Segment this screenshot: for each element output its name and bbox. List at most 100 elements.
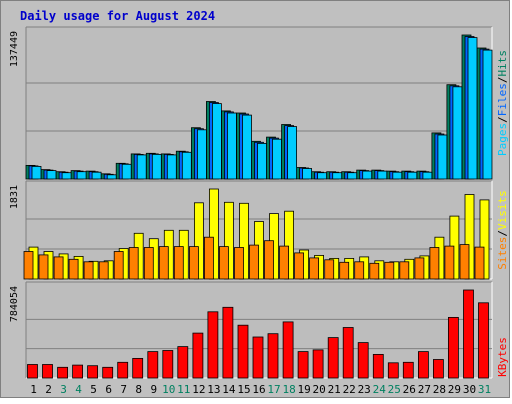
bar-pages-day-26 bbox=[407, 171, 418, 180]
bar-sites-day-9 bbox=[143, 247, 154, 280]
bar-sites-day-1 bbox=[23, 251, 34, 280]
day-label-21: 21 bbox=[328, 383, 341, 396]
bar-pages-day-30 bbox=[467, 37, 478, 180]
day-label-25: 25 bbox=[388, 383, 401, 396]
day-label-3: 3 bbox=[60, 383, 67, 396]
bar-sites-day-2 bbox=[38, 254, 49, 280]
bar-pages-day-10 bbox=[166, 154, 177, 180]
day-label-20: 20 bbox=[312, 383, 325, 396]
legend-top: Pages/Files/Hits bbox=[496, 50, 509, 156]
day-label-4: 4 bbox=[75, 383, 82, 396]
day-label-31: 31 bbox=[478, 383, 491, 396]
bar-pages-day-7 bbox=[121, 163, 132, 180]
bar-kbytes-day-5 bbox=[87, 365, 98, 379]
day-label-22: 22 bbox=[343, 383, 356, 396]
bar-pages-day-20 bbox=[317, 172, 328, 180]
max-label-bottom: 784054 bbox=[9, 286, 20, 322]
day-label-18: 18 bbox=[282, 383, 295, 396]
bar-kbytes-day-6 bbox=[102, 366, 114, 379]
day-label-16: 16 bbox=[252, 383, 265, 396]
bar-sites-day-22 bbox=[339, 261, 350, 280]
day-label-9: 9 bbox=[150, 383, 157, 396]
bar-kbytes-day-27 bbox=[417, 351, 429, 379]
bar-sites-day-11 bbox=[173, 246, 184, 280]
bar-sites-day-10 bbox=[158, 246, 169, 280]
bar-kbytes-day-11 bbox=[177, 346, 189, 379]
bar-pages-day-4 bbox=[76, 171, 87, 180]
bar-kbytes-day-24 bbox=[372, 353, 384, 379]
bar-kbytes-day-12 bbox=[192, 332, 204, 379]
bar-pages-day-2 bbox=[46, 170, 57, 180]
day-label-29: 29 bbox=[448, 383, 461, 396]
bar-pages-day-13 bbox=[211, 103, 222, 180]
day-label-15: 15 bbox=[237, 383, 250, 396]
bar-sites-day-3 bbox=[53, 256, 64, 280]
bar-visits-day-13 bbox=[208, 188, 219, 280]
bar-kbytes-day-4 bbox=[72, 364, 83, 379]
bars bbox=[23, 34, 493, 379]
legend-bottom: KBytes bbox=[496, 337, 509, 377]
bar-kbytes-day-29 bbox=[447, 316, 459, 379]
bar-kbytes-day-25 bbox=[387, 362, 399, 379]
legend-middle-item-0: Sites bbox=[496, 237, 509, 270]
bar-sites-day-13 bbox=[203, 236, 214, 280]
bar-kbytes-day-18 bbox=[282, 321, 294, 379]
bar-kbytes-day-30 bbox=[463, 289, 474, 379]
bar-sites-day-28 bbox=[429, 247, 440, 280]
bar-pages-day-29 bbox=[452, 86, 463, 180]
bar-visits-day-15 bbox=[239, 202, 249, 280]
bar-visits-day-12 bbox=[193, 202, 204, 280]
bar-sites-day-18 bbox=[279, 245, 290, 280]
bar-kbytes-day-17 bbox=[267, 333, 279, 379]
bar-sites-day-31 bbox=[474, 246, 485, 280]
bar-pages-day-11 bbox=[181, 151, 192, 180]
bar-visits-day-14 bbox=[223, 201, 234, 280]
legend-middle: Sites/Visits bbox=[496, 190, 509, 270]
legend-top-item-3: / bbox=[496, 77, 509, 84]
legend-top-item-1: / bbox=[496, 116, 509, 123]
day-label-17: 17 bbox=[267, 383, 280, 396]
bar-pages-day-21 bbox=[332, 172, 343, 180]
day-label-8: 8 bbox=[135, 383, 142, 396]
bar-visits-day-18 bbox=[284, 210, 295, 280]
bar-pages-day-18 bbox=[287, 126, 298, 180]
bar-visits-day-31 bbox=[479, 199, 490, 280]
bar-sites-day-30 bbox=[459, 244, 470, 280]
bar-kbytes-day-7 bbox=[117, 361, 129, 379]
bar-kbytes-day-10 bbox=[162, 350, 174, 379]
bar-sites-day-12 bbox=[188, 246, 199, 280]
bar-kbytes-day-13 bbox=[207, 311, 219, 379]
legend-top-item-0: Pages bbox=[496, 123, 509, 156]
bar-pages-day-12 bbox=[196, 129, 207, 180]
max-label-middle: 1831 bbox=[9, 185, 20, 209]
bar-pages-day-28 bbox=[437, 134, 448, 180]
day-label-26: 26 bbox=[403, 383, 416, 396]
bar-visits-day-30 bbox=[464, 194, 475, 280]
max-label-top: 137449 bbox=[9, 31, 20, 67]
bar-sites-day-29 bbox=[444, 245, 455, 280]
bar-kbytes-day-14 bbox=[222, 306, 234, 379]
bar-kbytes-day-16 bbox=[252, 336, 264, 379]
bar-sites-day-4 bbox=[68, 258, 79, 280]
bar-sites-day-17 bbox=[264, 240, 274, 280]
day-label-24: 24 bbox=[373, 383, 387, 396]
bar-kbytes-day-22 bbox=[342, 327, 354, 379]
day-label-28: 28 bbox=[433, 383, 446, 396]
bar-sites-day-23 bbox=[354, 261, 365, 280]
legend-middle-item-2: Visits bbox=[496, 190, 509, 230]
day-label-13: 13 bbox=[207, 383, 220, 396]
day-label-1: 1 bbox=[30, 383, 37, 396]
day-label-11: 11 bbox=[177, 383, 190, 396]
bar-pages-day-27 bbox=[422, 171, 433, 180]
day-label-23: 23 bbox=[358, 383, 371, 396]
bar-sites-day-5 bbox=[83, 261, 94, 280]
legend-top-item-2: Files bbox=[496, 83, 509, 116]
legend-top-item-4: Hits bbox=[496, 50, 509, 77]
bar-sites-day-19 bbox=[294, 252, 305, 280]
panels bbox=[25, 26, 493, 379]
bar-sites-day-8 bbox=[128, 247, 139, 280]
bar-pages-day-22 bbox=[347, 172, 358, 180]
